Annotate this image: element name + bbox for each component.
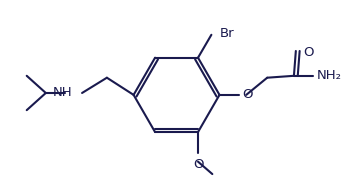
Text: NH₂: NH₂ <box>317 69 342 82</box>
Text: NH: NH <box>53 86 72 100</box>
Text: O: O <box>243 88 253 101</box>
Text: Br: Br <box>220 27 235 40</box>
Text: O: O <box>304 46 314 59</box>
Text: O: O <box>193 158 203 171</box>
